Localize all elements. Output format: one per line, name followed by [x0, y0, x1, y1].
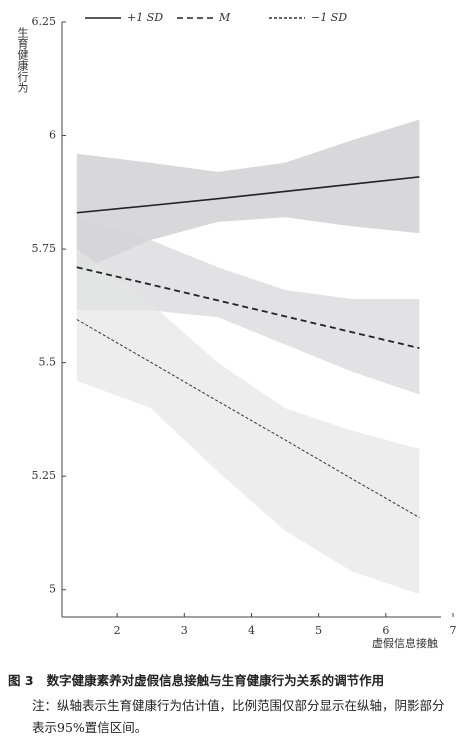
x-tick-label: 7 [450, 624, 457, 637]
figure-title: 数字健康素养对虚假信息接触与生育健康行为关系的调节作用 [46, 673, 385, 688]
figure-label: 图 3 [8, 673, 34, 688]
figure-note: 注：纵轴表示生育健康行为估计值，比例范围仅部分显示在纵轴，阴影部分表示95%置信… [32, 698, 445, 735]
y-tick-label: 5.25 [32, 469, 57, 482]
confidence-band [76, 249, 420, 595]
line [76, 266, 420, 349]
line [76, 319, 420, 518]
y-axis-label: 生育健康行为 [16, 26, 29, 93]
line [76, 176, 420, 214]
x-axis-label: 虚假信息接触 [372, 636, 438, 650]
y-tick-label: 5.75 [32, 242, 57, 255]
x-tick-label: 5 [315, 624, 322, 637]
y-tick-label: 5.5 [39, 356, 57, 369]
x-tick-label: 3 [181, 624, 188, 637]
confidence-band [76, 217, 420, 395]
chart: 生育健康行为 虚假信息接触 +1 SD M −1 SD 5 5.25 5.5 5.75 6 6.… [16, 11, 457, 650]
y-tick-label: 6 [49, 129, 56, 142]
legend-label: −1 SD [311, 11, 347, 24]
x-tick-label: 4 [248, 624, 255, 637]
x-tick-label: 2 [114, 624, 121, 637]
caption-title-row: 图 3 数字健康素养对虚假信息接触与生育健康行为关系的调节作用 [8, 670, 454, 689]
x-tick-label: 6 [382, 624, 389, 637]
legend-label: M [218, 11, 231, 24]
legend-label: +1 SD [127, 11, 163, 24]
y-tick-label: 5 [49, 583, 56, 596]
caption: 图 3 数字健康素养对虚假信息接触与生育健康行为关系的调节作用 注：纵轴表示生育… [8, 670, 454, 739]
y-tick-label: 6.25 [32, 15, 57, 28]
